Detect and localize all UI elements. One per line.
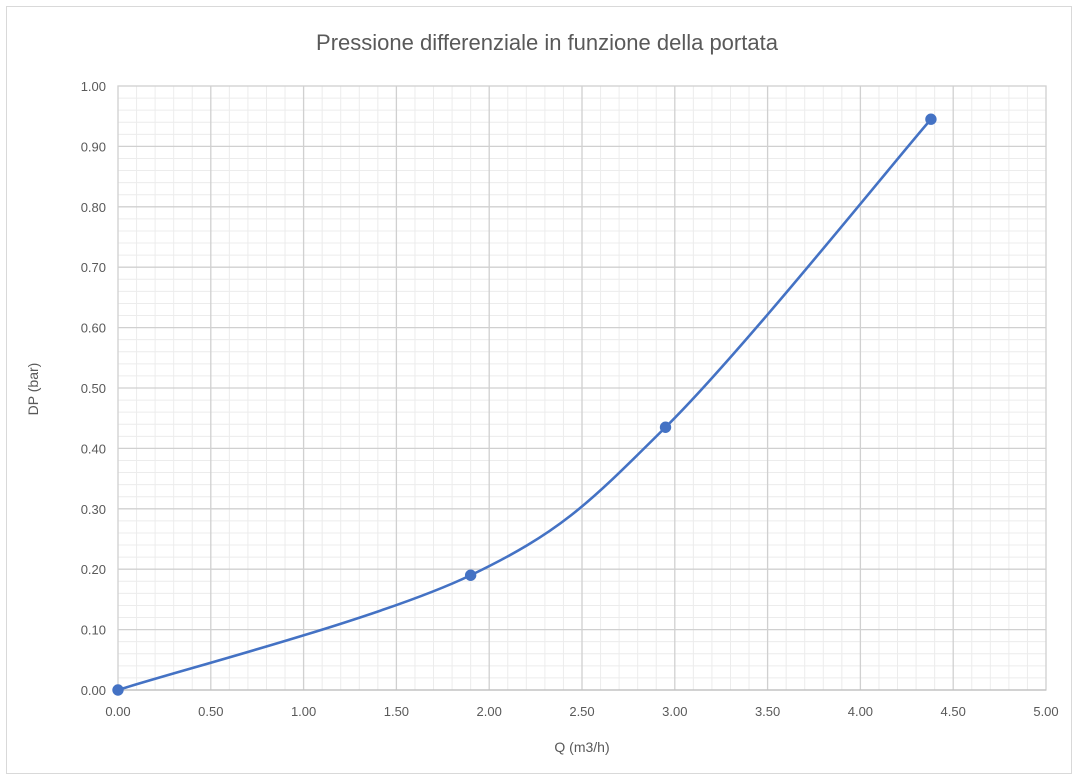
x-tick-label: 1.00	[291, 704, 316, 719]
y-tick-label: 0.60	[81, 321, 106, 336]
y-tick-labels: 0.00 0.10 0.20 0.30 0.40 0.50 0.60 0.70 0.80 0.90…	[81, 79, 106, 698]
y-tick-label: 0.70	[81, 260, 106, 275]
y-tick-label: 1.00	[81, 79, 106, 94]
series-line-group	[117, 118, 932, 692]
x-axis-title: Q (m3/h)	[554, 739, 609, 755]
data-point	[925, 113, 937, 125]
y-tick-label: 0.80	[81, 200, 106, 215]
x-tick-label: 5.00	[1033, 704, 1058, 719]
y-tick-label: 0.90	[81, 139, 106, 154]
x-tick-label: 1.50	[384, 704, 409, 719]
x-tick-label: 2.00	[477, 704, 502, 719]
axes	[117, 85, 1047, 691]
major-grid	[118, 86, 1046, 690]
x-tick-label: 3.00	[662, 704, 687, 719]
series-line	[117, 118, 932, 692]
y-tick-label: 0.50	[81, 381, 106, 396]
x-tick-label: 0.50	[198, 704, 223, 719]
x-tick-label: 0.00	[105, 704, 130, 719]
y-tick-label: 0.00	[81, 683, 106, 698]
series-points-group	[112, 113, 937, 696]
y-tick-label: 0.40	[81, 441, 106, 456]
y-axis-title: DP (bar)	[25, 363, 41, 416]
x-tick-labels: 0.00 0.50 1.00 1.50 2.00 2.50 3.00 3.50 4.00 4.50…	[105, 704, 1058, 719]
x-tick-label: 4.00	[848, 704, 873, 719]
x-tick-label: 2.50	[569, 704, 594, 719]
y-tick-label: 0.20	[81, 562, 106, 577]
chart-title: Pressione differenziale in funzione dell…	[316, 30, 779, 55]
y-tick-label: 0.10	[81, 623, 106, 638]
data-point	[659, 421, 672, 433]
y-tick-label: 0.30	[81, 502, 106, 517]
data-point	[464, 569, 477, 581]
x-tick-label: 4.50	[941, 704, 966, 719]
x-tick-label: 3.50	[755, 704, 780, 719]
data-point	[112, 684, 124, 696]
